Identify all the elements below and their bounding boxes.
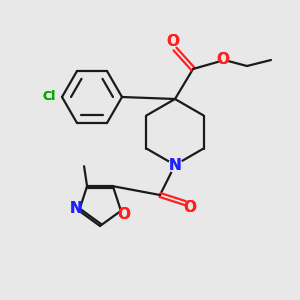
Text: O: O xyxy=(184,200,196,215)
Text: Cl: Cl xyxy=(43,91,56,103)
Text: Cl: Cl xyxy=(43,91,56,103)
Text: N: N xyxy=(70,201,83,216)
Text: O: O xyxy=(217,52,230,67)
Text: N: N xyxy=(70,201,83,216)
Text: O: O xyxy=(167,34,179,49)
Text: O: O xyxy=(117,207,130,222)
Text: N: N xyxy=(169,158,182,172)
Text: O: O xyxy=(167,34,179,49)
Text: O: O xyxy=(117,207,130,222)
Text: O: O xyxy=(184,200,196,215)
Text: O: O xyxy=(217,52,230,67)
Text: N: N xyxy=(169,158,182,172)
